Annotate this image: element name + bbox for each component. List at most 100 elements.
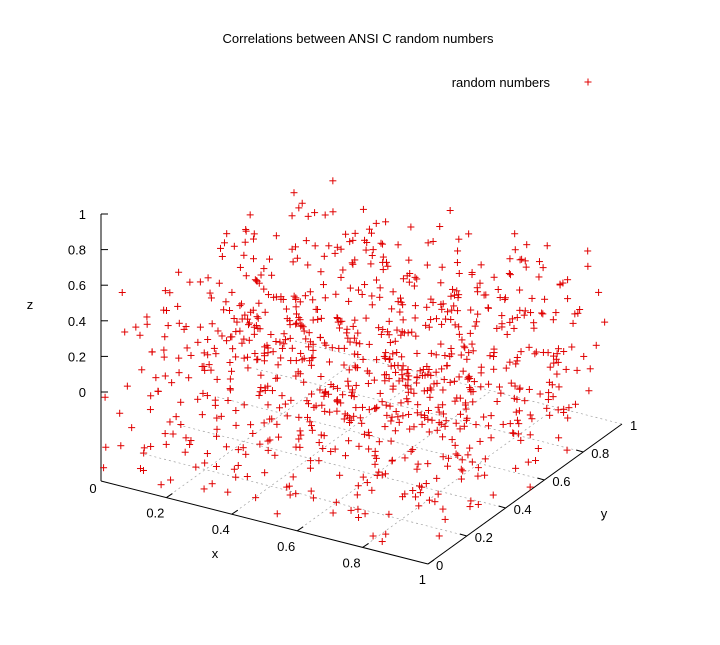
data-point [459, 367, 467, 375]
z-tick-label: 0.4 [68, 314, 86, 329]
data-point [549, 352, 557, 360]
data-point [350, 334, 358, 342]
data-point [267, 331, 275, 339]
data-point [340, 415, 348, 423]
data-point [306, 418, 314, 426]
data-point [448, 350, 456, 358]
data-point [223, 337, 231, 345]
data-point [392, 368, 400, 376]
data-point [584, 262, 592, 270]
data-point [273, 420, 281, 428]
data-point [186, 278, 194, 286]
data-point [214, 327, 222, 335]
data-point [304, 212, 312, 220]
x-tick-label: 0.4 [212, 522, 230, 537]
data-point [368, 486, 376, 494]
data-point [457, 351, 465, 359]
data-point [363, 479, 371, 487]
data-point [465, 230, 473, 238]
data-point [212, 350, 220, 358]
data-point [226, 386, 234, 394]
y-tick-label: 1 [630, 418, 637, 433]
data-point [515, 407, 523, 415]
data-point [321, 407, 329, 415]
data-point [402, 381, 410, 389]
data-point [474, 500, 482, 508]
data-point [351, 362, 359, 370]
data-point [447, 292, 455, 300]
data-point [244, 353, 252, 361]
data-point [433, 426, 441, 434]
data-point [427, 349, 435, 357]
data-point [359, 473, 367, 481]
data-point [386, 355, 394, 363]
data-point [503, 330, 511, 338]
data-point [395, 377, 403, 385]
data-point [431, 498, 439, 506]
data-point [286, 491, 294, 499]
data-point [360, 430, 368, 438]
data-point [348, 259, 356, 267]
data-point [573, 366, 581, 374]
data-point [266, 436, 274, 444]
data-point [454, 294, 462, 302]
data-point [404, 376, 412, 384]
data-point [499, 420, 507, 428]
data-point [378, 538, 386, 546]
data-point [396, 308, 404, 316]
data-points [100, 177, 609, 546]
data-point [410, 389, 418, 397]
data-point [384, 262, 392, 270]
data-point [240, 354, 248, 362]
data-point [232, 421, 240, 429]
data-point [388, 457, 396, 465]
data-point [281, 336, 289, 344]
data-point [545, 389, 553, 397]
data-point [386, 339, 394, 347]
data-point [403, 395, 411, 403]
data-point [541, 295, 549, 303]
data-point [161, 430, 169, 438]
data-point [161, 372, 169, 380]
x-tick-label: 0.2 [146, 506, 164, 521]
data-point [263, 341, 271, 349]
data-point [306, 357, 314, 365]
data-point [576, 306, 584, 314]
data-point [450, 377, 458, 385]
data-point [522, 263, 530, 271]
data-point [512, 464, 520, 472]
data-point [230, 465, 238, 473]
data-point [481, 455, 489, 463]
data-point [305, 400, 313, 408]
data-point [309, 354, 317, 362]
data-point [213, 432, 221, 440]
data-point [101, 393, 109, 401]
data-point [498, 312, 506, 320]
data-point [242, 450, 250, 458]
data-point [369, 532, 377, 540]
data-point [444, 308, 452, 316]
data-point [160, 306, 168, 314]
data-point [396, 294, 404, 302]
data-point [175, 268, 183, 276]
data-point [528, 415, 536, 423]
data-point [232, 473, 240, 481]
chart-title: Correlations between ANSI C random numbe… [223, 31, 494, 46]
data-point [354, 329, 362, 337]
data-point [312, 305, 320, 313]
data-point [316, 386, 324, 394]
data-point [495, 383, 503, 391]
data-point [118, 288, 126, 296]
data-point [303, 413, 311, 421]
data-point [379, 253, 387, 261]
data-point [490, 349, 498, 357]
data-point [310, 403, 318, 411]
data-point [460, 422, 468, 430]
data-point [508, 315, 516, 323]
data-point [355, 513, 363, 521]
data-point [556, 281, 564, 289]
data-point [485, 380, 493, 388]
data-point [490, 273, 498, 281]
data-point [474, 310, 482, 318]
